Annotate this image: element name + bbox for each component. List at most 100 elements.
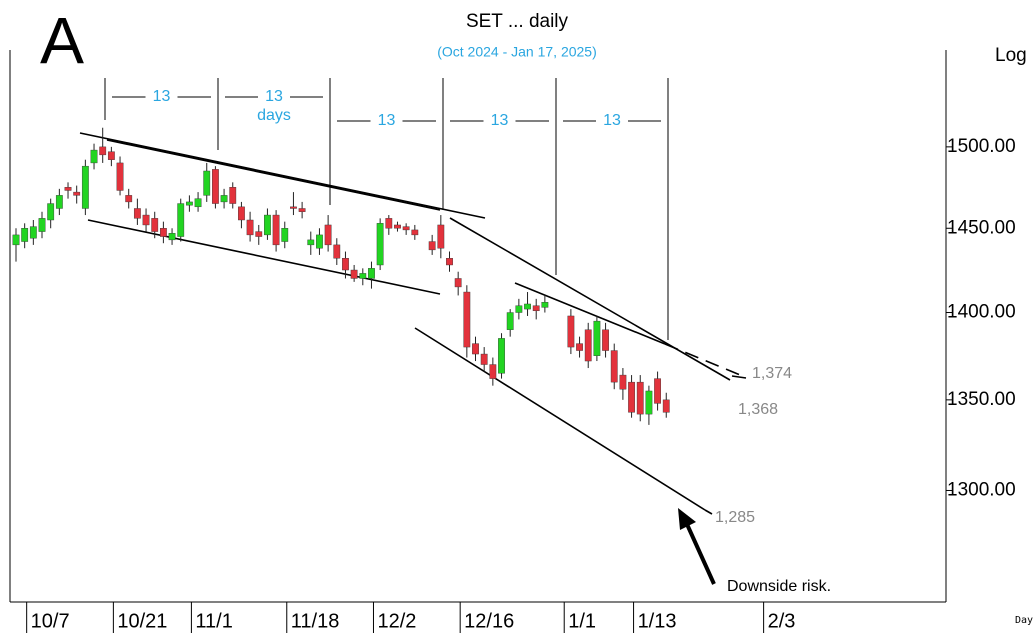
trend-line — [664, 343, 746, 378]
candle-body — [324, 224, 332, 246]
candle-body — [394, 224, 401, 229]
y-tick-label: 1350.00 — [947, 389, 1016, 410]
x-tick-label: 10/21 — [117, 610, 167, 632]
x-tick-label: 2/3 — [768, 610, 796, 632]
x-label: Day — [1015, 615, 1033, 626]
y-tick-label: 1450.00 — [947, 217, 1016, 238]
chart-subtitle: (Oct 2024 - Jan 17, 2025) — [437, 44, 597, 60]
candle-body — [55, 195, 63, 209]
candle-body — [255, 231, 263, 237]
candle-body — [584, 329, 592, 362]
candle-body — [47, 203, 55, 221]
y-tick-label: 1400.00 — [947, 302, 1016, 323]
candle-body — [576, 343, 583, 351]
candle-body — [654, 378, 661, 404]
trend-lines — [79, 132, 747, 585]
candle-body — [212, 169, 219, 204]
candle-body — [316, 234, 323, 249]
candle-body — [307, 239, 315, 246]
cycle-unit: days — [257, 107, 291, 124]
candle-body — [472, 343, 479, 355]
candle-body — [185, 201, 193, 206]
candle-body — [359, 273, 367, 279]
candle-body — [489, 364, 497, 379]
cycle-label: 13 — [153, 88, 171, 105]
x-tick-label: 1/13 — [638, 610, 677, 632]
candle-body — [246, 219, 254, 236]
x-tick-label: 12/2 — [377, 610, 416, 632]
y-tick-label: 1300.00 — [947, 479, 1016, 500]
candle-body — [125, 195, 133, 203]
x-tick-label: 11/1 — [195, 610, 232, 632]
candle-body — [567, 315, 575, 348]
candle-body — [220, 195, 228, 203]
trend-line — [79, 132, 486, 219]
candle-body — [524, 303, 531, 310]
candle-body — [116, 162, 124, 191]
candle-body — [298, 208, 306, 212]
y-tick-label: 1500.00 — [947, 136, 1016, 157]
candle-body — [12, 234, 20, 246]
candle-body — [446, 258, 453, 266]
candle-body — [428, 241, 436, 251]
candle-body — [602, 329, 609, 351]
cycle-label: 13 — [378, 112, 396, 129]
candle-body — [368, 268, 375, 279]
candle-body — [238, 206, 245, 221]
candle-body — [64, 187, 72, 191]
candle-body — [203, 170, 211, 196]
candle-body — [264, 214, 271, 236]
cycle-label: 13 — [491, 112, 509, 129]
candle-body — [610, 350, 618, 383]
candle-body — [532, 305, 540, 312]
candle-body — [177, 203, 185, 237]
arrow-head — [678, 508, 696, 530]
x-tick-label: 1/1 — [568, 610, 596, 632]
candle-body — [498, 338, 505, 374]
arrow — [684, 521, 716, 585]
candle-body — [21, 228, 29, 242]
trend-line — [87, 219, 441, 295]
candle-body — [290, 206, 297, 209]
annotation: 1,374 — [752, 365, 792, 382]
trend-line — [449, 217, 731, 381]
candle-body — [281, 228, 289, 242]
leader — [704, 509, 713, 515]
candle-body — [168, 233, 176, 241]
candle-body — [662, 399, 670, 413]
candle-body — [515, 305, 523, 313]
candle-body — [463, 291, 471, 348]
candle-body — [350, 269, 358, 279]
x-tick-label: 11/18 — [291, 610, 340, 632]
candle-body — [376, 223, 384, 266]
trend-line — [106, 139, 441, 211]
annotation: 1,368 — [738, 401, 778, 418]
candle-body — [81, 165, 89, 209]
candle-body — [107, 151, 115, 160]
candle-body — [90, 149, 98, 164]
candle-body — [402, 226, 410, 231]
candle-body — [38, 218, 46, 232]
candle-body — [229, 187, 237, 204]
annotation: Downside risk. — [727, 578, 831, 595]
candle-body — [99, 146, 107, 156]
candle-body — [272, 214, 280, 246]
annotation: 1,285 — [715, 509, 755, 526]
candle-body — [73, 191, 81, 196]
cycle-label: 13 — [603, 112, 621, 129]
candle-body — [619, 374, 627, 390]
leader — [731, 375, 747, 379]
candle-body — [480, 353, 488, 365]
candle-body — [159, 228, 167, 237]
candle-body — [29, 226, 37, 239]
chart-title: SET ... daily — [466, 11, 569, 32]
candle-body — [645, 390, 653, 415]
candle-body — [194, 198, 202, 208]
candle-body — [333, 244, 341, 259]
candle-body — [541, 302, 549, 308]
x-tick-label: 10/7 — [31, 610, 70, 632]
candle-body — [628, 381, 635, 413]
candle-body — [342, 258, 349, 271]
candle-body — [411, 229, 419, 236]
